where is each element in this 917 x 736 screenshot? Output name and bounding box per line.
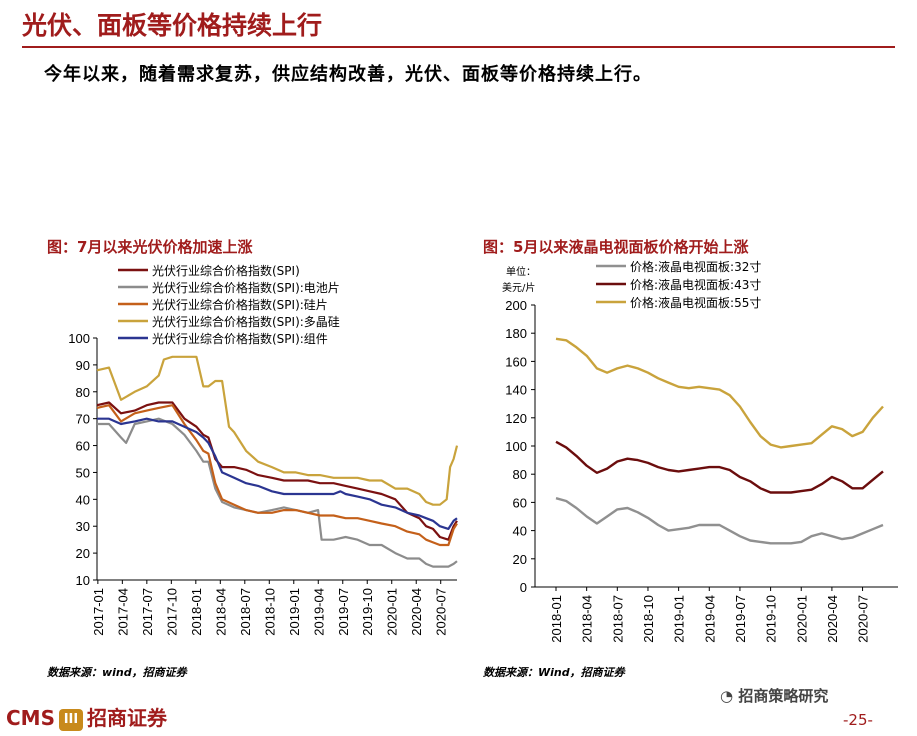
- right-y-tick-label: 80: [513, 467, 527, 482]
- left-x-tick-label: 2018-10: [262, 588, 277, 636]
- left-series-line: [96, 401, 458, 541]
- left-legend-label: 光伏行业综合价格指数(SPI): [152, 263, 300, 278]
- right-x-tick-label: 2020-04: [825, 595, 840, 643]
- right-x-tick-label: 2019-01: [672, 595, 687, 643]
- left-series-line: [97, 417, 458, 568]
- right-series-line: [555, 337, 884, 449]
- wechat-account-name: 招商策略研究: [738, 687, 829, 705]
- left-x-tick-label: 2019-07: [336, 588, 351, 636]
- right-unit-label: 单位：: [506, 265, 536, 278]
- right-legend-label: 价格:液晶电视面板:32寸: [630, 259, 761, 274]
- right-x-tick-label: 2019-10: [764, 595, 779, 643]
- company-name: 招商证券: [86, 706, 167, 730]
- right-x-tick-label: 2020-07: [856, 595, 871, 643]
- right-x-tick-label: 2018-04: [580, 595, 595, 643]
- right-unit-label: 美元/片: [502, 281, 535, 294]
- right-chart-source: 数据来源：Wind，招商证券: [483, 666, 625, 679]
- right-y-tick-label: 200: [505, 298, 527, 313]
- right-y-tick-label: 100: [505, 439, 527, 454]
- right-x-tick-label: 2019-04: [702, 595, 717, 643]
- left-legend-label: 光伏行业综合价格指数(SPI):多晶硅: [152, 314, 340, 329]
- right-legend-label: 价格:液晶电视面板:55寸: [630, 295, 761, 310]
- left-y-tick-label: 30: [76, 519, 90, 534]
- company-logo: CMS III 招商证券: [6, 702, 167, 731]
- left-y-tick-label: 70: [76, 412, 90, 427]
- right-x-tick-label: 2020-01: [794, 595, 809, 643]
- left-x-tick-label: 2019-04: [311, 588, 326, 636]
- right-y-tick-label: 60: [513, 495, 527, 510]
- left-y-tick-label: 100: [68, 331, 90, 346]
- left-series-line: [96, 355, 459, 506]
- right-x-tick-label: 2018-07: [610, 595, 625, 643]
- left-y-tick-label: 40: [76, 492, 90, 507]
- left-x-tick-label: 2018-07: [238, 588, 253, 636]
- page-subtitle: 今年以来，随着需求复苏，供应结构改善，光伏、面板等价格持续上行。: [44, 64, 652, 85]
- left-x-tick-label: 2020-01: [385, 588, 400, 636]
- logo-text: CMS: [6, 706, 55, 730]
- page-title: 光伏、面板等价格持续上行: [22, 11, 323, 40]
- left-x-tick-label: 2020-07: [434, 588, 449, 636]
- right-chart-title: 图：5月以来液晶电视面板价格开始上涨: [483, 238, 749, 256]
- left-y-tick-label: 50: [76, 465, 90, 480]
- right-y-tick-label: 180: [505, 326, 527, 341]
- right-series-line: [555, 497, 884, 545]
- right-y-tick-label: 40: [513, 524, 527, 539]
- page-number: -25-: [843, 711, 873, 729]
- left-y-tick-label: 20: [76, 546, 90, 561]
- right-y-tick-label: 160: [505, 354, 527, 369]
- left-chart-title: 图：7月以来光伏价格加速上涨: [47, 238, 253, 256]
- left-x-tick-label: 2018-04: [213, 588, 228, 636]
- left-y-tick-label: 80: [76, 385, 90, 400]
- left-x-tick-label: 2017-10: [164, 588, 179, 636]
- right-x-tick-label: 2019-07: [733, 595, 748, 643]
- title-divider: [22, 46, 895, 48]
- left-y-tick-label: 60: [76, 439, 90, 454]
- right-y-tick-label: 120: [505, 411, 527, 426]
- wechat-icon: ◔: [720, 687, 734, 705]
- left-x-tick-label: 2019-01: [287, 588, 302, 636]
- left-x-tick-label: 2017-04: [115, 588, 130, 636]
- right-y-tick-label: 140: [505, 383, 527, 398]
- right-x-tick-label: 2018-10: [641, 595, 656, 643]
- left-x-tick-label: 2017-07: [140, 588, 155, 636]
- left-chart-source: 数据来源：wind，招商证券: [47, 666, 187, 679]
- right-y-tick-label: 0: [520, 580, 527, 595]
- left-legend-label: 光伏行业综合价格指数(SPI):电池片: [152, 280, 340, 295]
- left-legend-label: 光伏行业综合价格指数(SPI):硅片: [152, 297, 328, 312]
- left-y-tick-label: 10: [76, 573, 90, 588]
- right-series-line: [555, 440, 884, 494]
- right-legend-label: 价格:液晶电视面板:43寸: [630, 277, 761, 292]
- left-series-line: [96, 404, 458, 547]
- left-x-tick-label: 2020-04: [409, 588, 424, 636]
- left-legend-label: 光伏行业综合价格指数(SPI):组件: [152, 331, 328, 346]
- left-x-tick-label: 2019-10: [360, 588, 375, 636]
- right-y-tick-label: 20: [513, 552, 527, 567]
- left-x-tick-label: 2018-01: [189, 588, 204, 636]
- wechat-account: ◔ 招商策略研究: [720, 685, 828, 706]
- left-y-tick-label: 90: [76, 358, 90, 373]
- left-x-tick-label: 2017-01: [91, 588, 106, 636]
- right-x-tick-label: 2018-01: [549, 595, 564, 643]
- left-series-line: [97, 417, 458, 530]
- logo-badge-icon: III: [58, 708, 83, 731]
